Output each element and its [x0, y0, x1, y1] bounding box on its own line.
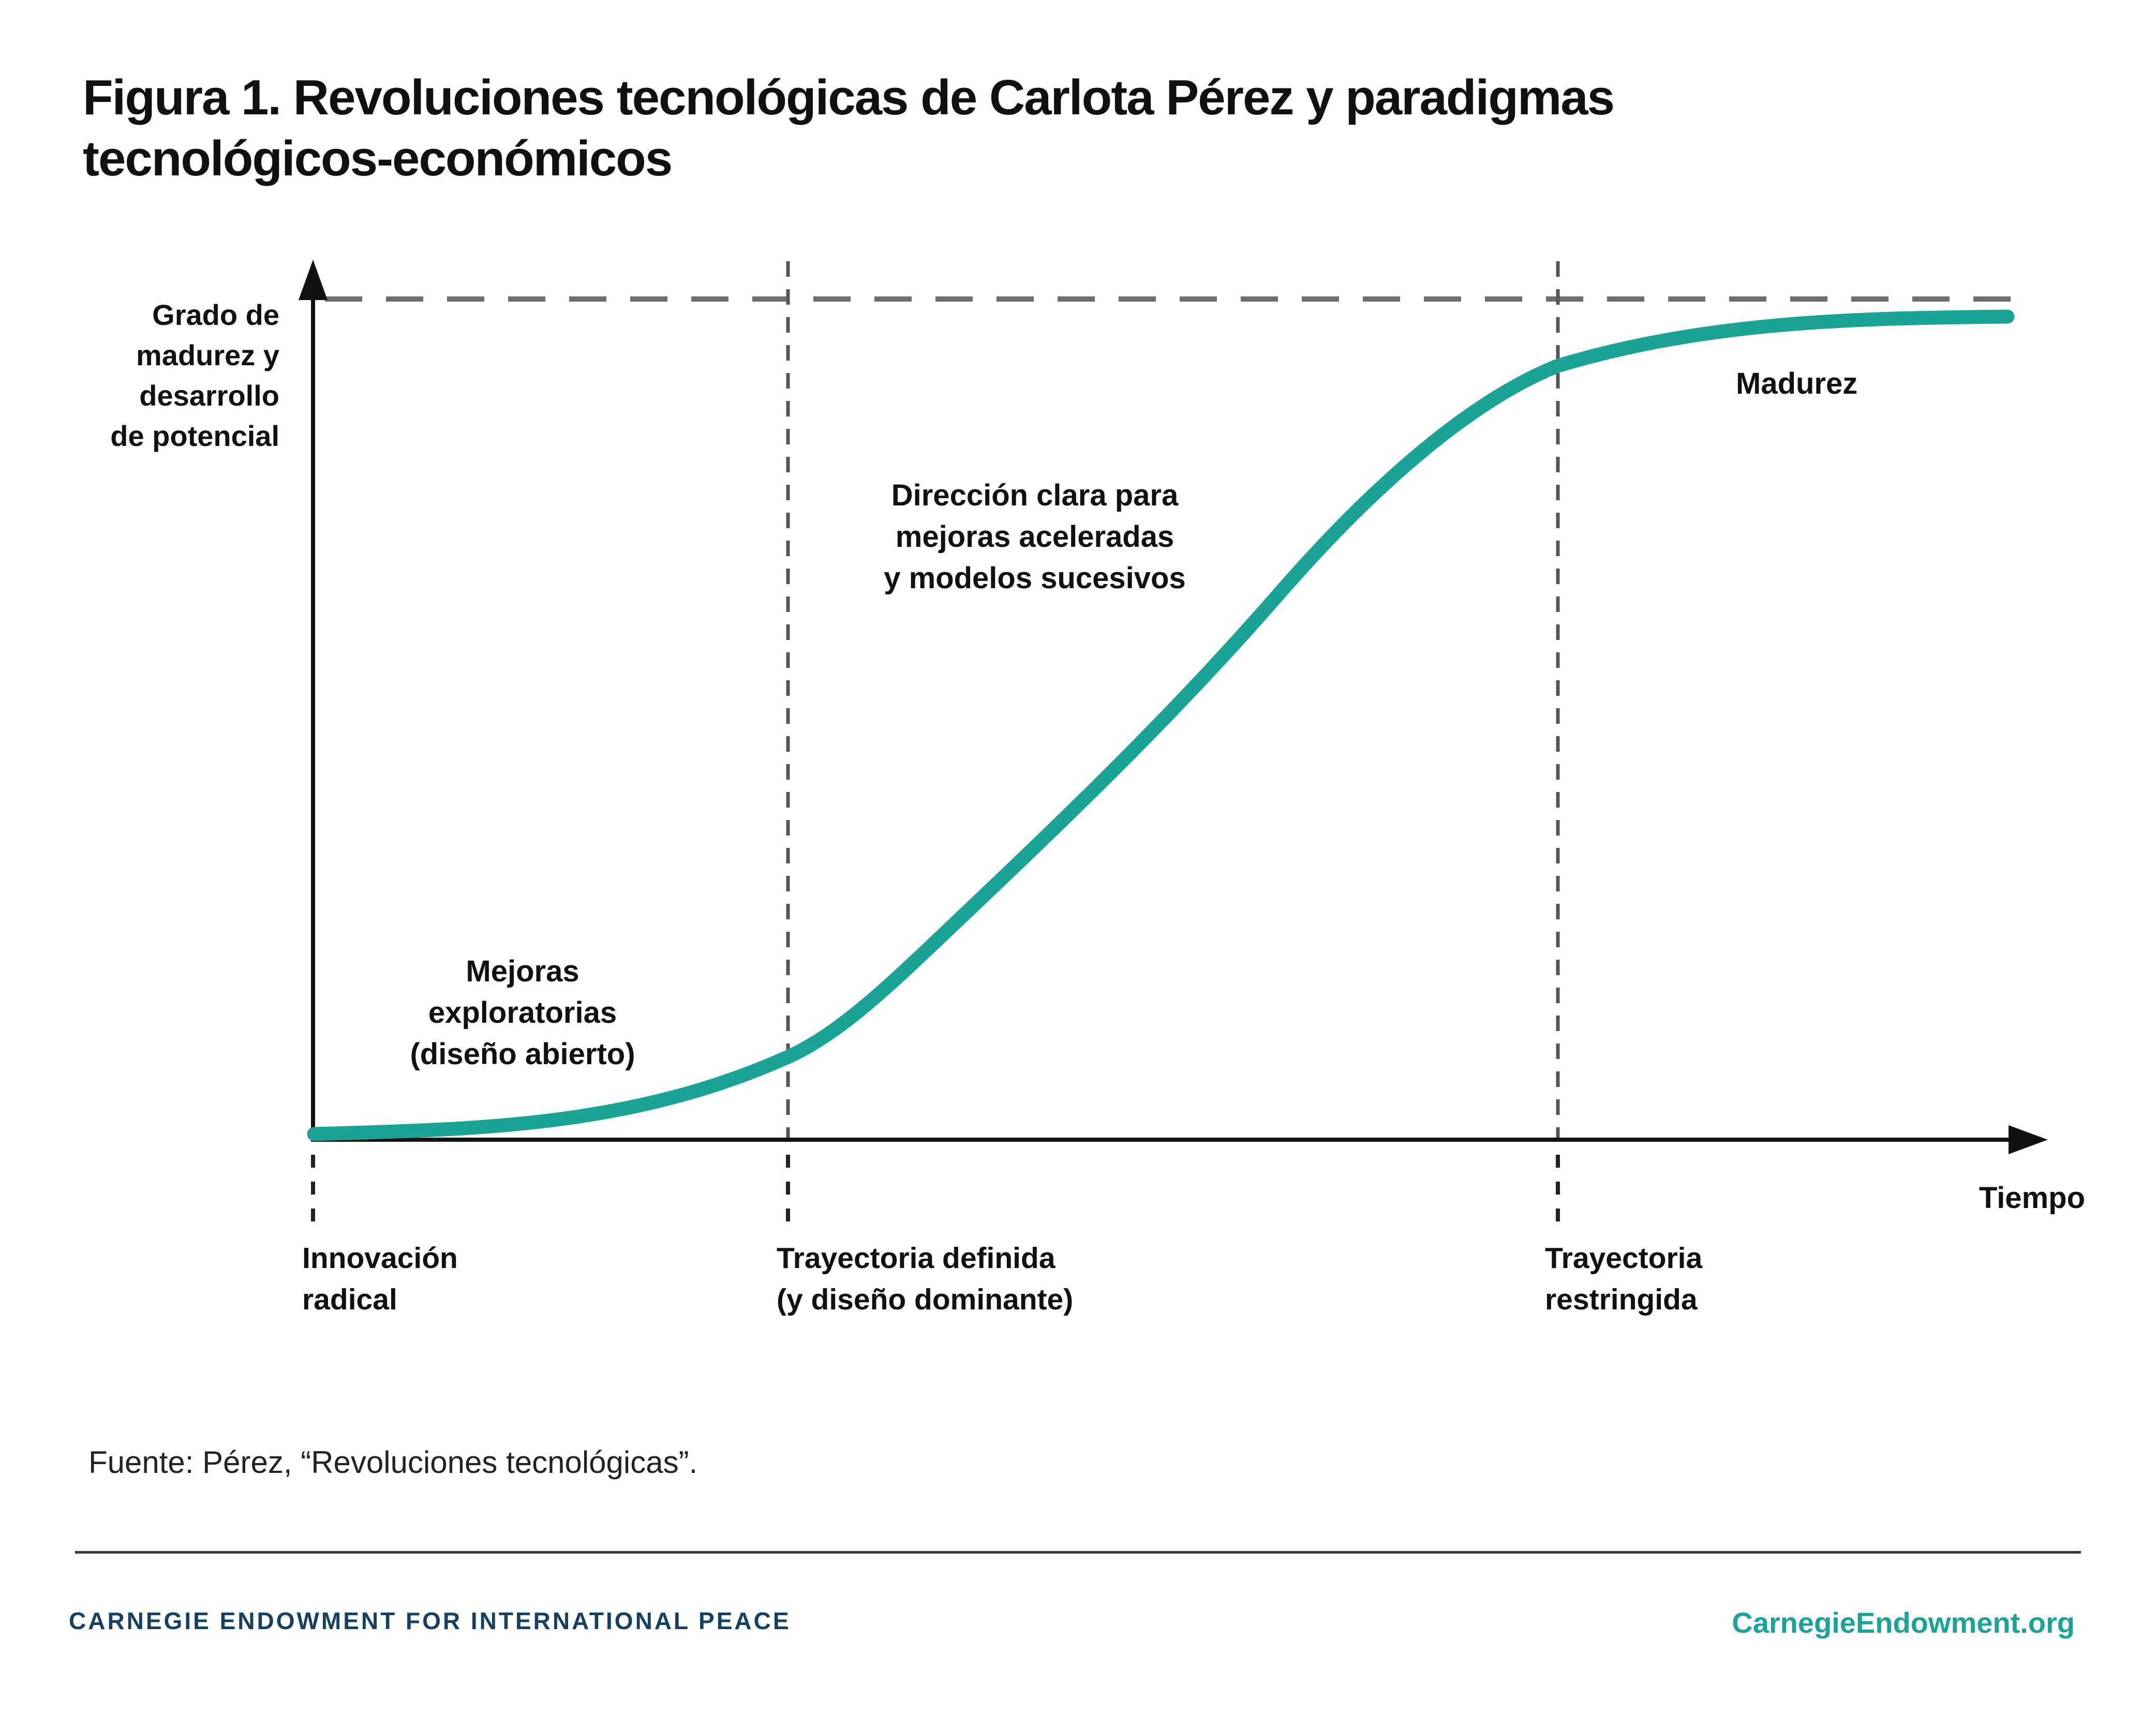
y-axis-label: Grado de madurez y desarrollo de potenci… [110, 299, 279, 452]
footer-divider [75, 1551, 2081, 1554]
s-curve [307, 309, 2015, 1141]
milestone-label-defined: Trayectoria definida (y diseño dominante… [777, 1242, 1074, 1316]
source-note: Fuente: Pérez, “Revoluciones tecnológica… [88, 1445, 698, 1480]
annotation-direction: Dirección clara para mejoras aceleradas … [884, 479, 1186, 595]
annotation-maturity: Madurez [1736, 367, 1858, 400]
y-axis-arrow-icon [299, 260, 328, 300]
figure-title-line-1: Figura 1. Revoluciones tecnológicas de C… [83, 70, 1615, 125]
x-axis-arrow-icon [2009, 1125, 2048, 1154]
footer-org-name: CARNEGIE ENDOWMENT FOR INTERNATIONAL PEA… [69, 1607, 791, 1634]
milestone-label-restricted: Trayectoria restringida [1545, 1242, 1703, 1316]
x-axis-title: Tiempo [1979, 1181, 2085, 1215]
footer-website-link[interactable]: CarnegieEndowment.org [1732, 1606, 2075, 1639]
annotation-exploratory: Mejoras exploratorias (diseño abierto) [410, 955, 635, 1071]
figure-title: Figura 1. Revoluciones tecnológicas de C… [83, 67, 1842, 189]
figure-title-line-2: tecnológicos-económicos [83, 131, 673, 186]
milestone-label-radical: Innovación radical [302, 1242, 458, 1316]
